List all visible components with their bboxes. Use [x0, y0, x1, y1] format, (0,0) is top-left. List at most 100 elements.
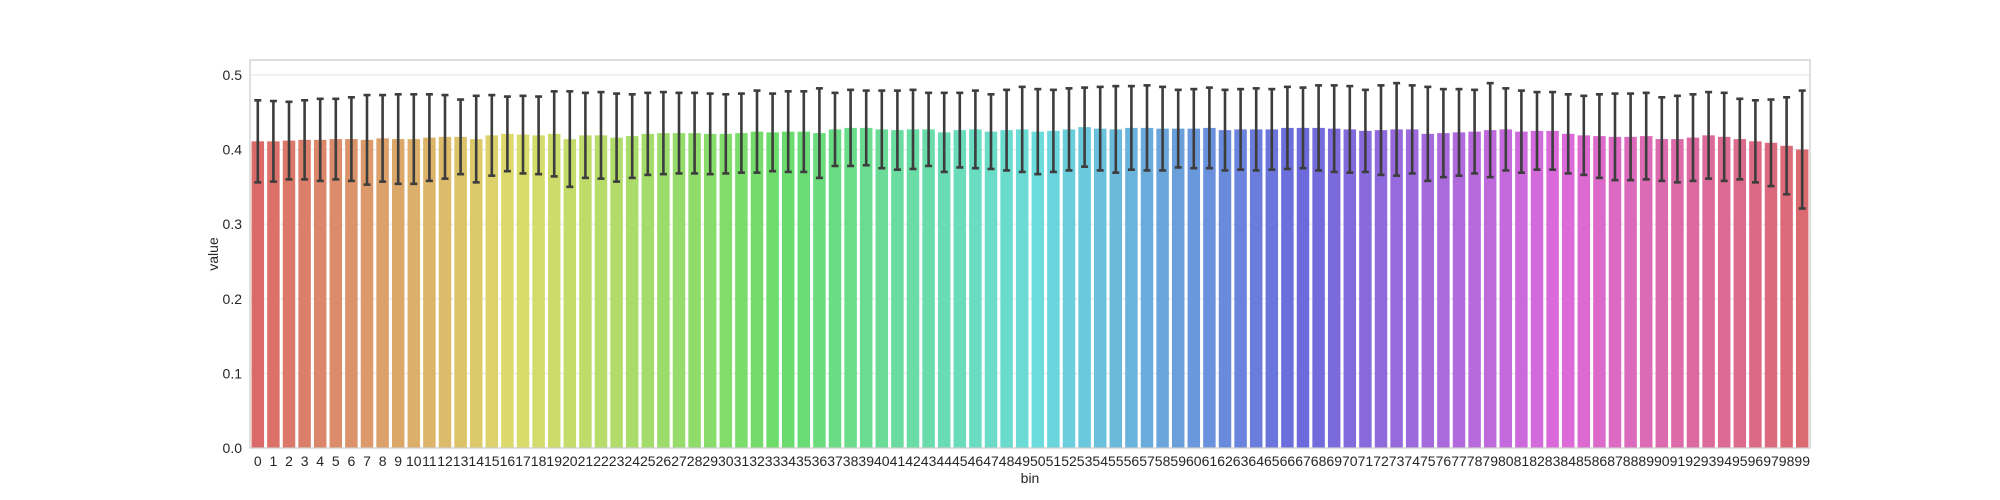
- error-bar-70: [1346, 84, 1354, 174]
- x-tick-label: 89: [1638, 453, 1654, 469]
- error-bar-28: [691, 91, 699, 175]
- bar-52: [1062, 129, 1076, 448]
- x-tick-label: 9: [394, 453, 402, 469]
- bar-5: [329, 139, 343, 448]
- x-tick-label: 41: [890, 453, 906, 469]
- error-bar-15: [488, 93, 496, 177]
- x-tick-label: 86: [1592, 453, 1608, 469]
- bar-92: [1686, 137, 1700, 448]
- error-bar-26: [659, 90, 667, 176]
- error-bar-7: [363, 93, 371, 186]
- bar-38: [844, 127, 857, 449]
- error-bar-13: [457, 98, 465, 176]
- x-tick-label: 78: [1467, 453, 1483, 469]
- error-bar-12: [441, 93, 449, 180]
- bar-26: [657, 133, 670, 448]
- error-bar-43: [925, 91, 933, 168]
- bar-73: [1390, 129, 1403, 448]
- bar-59: [1171, 128, 1185, 448]
- y-tick-label: 0.1: [223, 365, 243, 381]
- bar-97: [1764, 142, 1778, 448]
- bar-12: [438, 136, 452, 448]
- x-tick-label: 95: [1732, 453, 1748, 469]
- x-tick-label: 36: [812, 453, 828, 469]
- bar-80: [1499, 129, 1513, 448]
- error-bar-50: [1034, 87, 1042, 176]
- bar-83: [1546, 130, 1559, 448]
- error-bar-44: [940, 91, 948, 174]
- x-tick-label: 76: [1436, 453, 1452, 469]
- x-tick-label: 5: [332, 453, 340, 469]
- bar-35: [797, 131, 811, 448]
- bar-29: [703, 133, 717, 448]
- error-bar-47: [987, 93, 995, 171]
- x-tick-label: 77: [1451, 453, 1467, 469]
- x-tick-label: 17: [515, 453, 531, 469]
- x-tick-label: 57: [1139, 453, 1155, 469]
- bar-53: [1078, 127, 1091, 449]
- y-tick-label: 0.2: [223, 291, 243, 307]
- bar-45: [953, 130, 967, 448]
- error-bar-18: [535, 95, 543, 176]
- x-tick-label: 8: [379, 453, 387, 469]
- bar-63: [1234, 129, 1247, 448]
- error-bar-59: [1174, 88, 1182, 169]
- bar-89: [1639, 136, 1653, 449]
- error-bar-67: [1299, 86, 1307, 170]
- error-bar-23: [613, 92, 621, 183]
- x-tick-label: 28: [687, 453, 703, 469]
- bar-81: [1515, 131, 1528, 448]
- error-bar-77: [1455, 87, 1463, 177]
- bar-84: [1561, 133, 1575, 448]
- bar-24: [625, 136, 639, 449]
- x-tick-label: 37: [827, 453, 843, 469]
- bar-96: [1749, 141, 1762, 448]
- x-tick-label: 6: [348, 453, 356, 469]
- error-bar-19: [550, 90, 558, 178]
- bar-8: [376, 138, 389, 448]
- x-tick-label: 53: [1077, 453, 1093, 469]
- bar-66: [1281, 127, 1294, 449]
- bar-51: [1047, 130, 1060, 448]
- x-tick-label: 0: [254, 453, 262, 469]
- bar-86: [1593, 136, 1606, 449]
- error-bar-95: [1736, 97, 1744, 181]
- x-tick-label: 74: [1404, 453, 1420, 469]
- x-tick-label: 92: [1685, 453, 1701, 469]
- error-bar-86: [1595, 93, 1603, 180]
- bar-54: [1093, 128, 1107, 448]
- bar-21: [579, 135, 592, 449]
- error-bar-37: [831, 91, 839, 168]
- x-tick-label: 65: [1264, 453, 1280, 469]
- x-tick-label: 55: [1108, 453, 1124, 469]
- error-bar-89: [1642, 91, 1650, 181]
- error-bar-38: [847, 88, 855, 168]
- x-tick-label: 39: [858, 453, 874, 469]
- error-bar-91: [1673, 94, 1681, 184]
- bar-58: [1156, 128, 1169, 448]
- error-bar-62: [1221, 88, 1229, 172]
- x-tick-label: 48: [999, 453, 1015, 469]
- bar-79: [1483, 130, 1497, 448]
- bar-70: [1343, 129, 1357, 448]
- x-tick-label: 43: [921, 453, 937, 469]
- x-tick-label: 13: [453, 453, 469, 469]
- error-bar-74: [1408, 84, 1416, 175]
- x-tick-label: 84: [1560, 453, 1576, 469]
- bar-2: [282, 140, 296, 448]
- bar-50: [1031, 131, 1045, 448]
- error-bar-68: [1315, 84, 1323, 172]
- error-bar-79: [1486, 81, 1494, 179]
- error-bar-4: [316, 97, 324, 183]
- x-tick-label: 21: [578, 453, 594, 469]
- bar-1: [267, 141, 280, 448]
- error-bar-24: [628, 93, 636, 180]
- bar-56: [1125, 127, 1138, 449]
- bar-15: [485, 135, 499, 449]
- x-tick-label: 47: [983, 453, 999, 469]
- bar-4: [313, 139, 327, 448]
- x-tick-label: 72: [1373, 453, 1389, 469]
- x-tick-label: 34: [780, 453, 796, 469]
- bar-31: [735, 133, 748, 448]
- x-tick-label: 16: [500, 453, 516, 469]
